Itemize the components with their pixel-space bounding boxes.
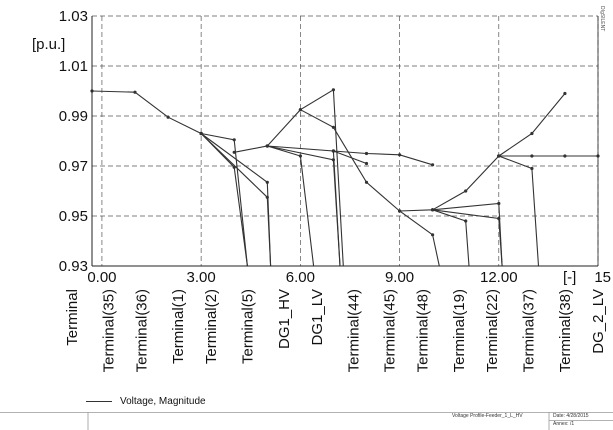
data-point bbox=[530, 131, 534, 136]
category-label: Terminal(45) bbox=[382, 289, 399, 372]
category-label: Terminal(2) bbox=[203, 289, 220, 364]
y-tick-label: 0.95 bbox=[59, 208, 88, 225]
y-axis-label: [p.u.] bbox=[32, 36, 65, 53]
data-point bbox=[464, 219, 468, 223]
data-point bbox=[265, 195, 269, 199]
data-point bbox=[331, 88, 335, 92]
data-point bbox=[364, 180, 369, 184]
y-tick-label: 0.99 bbox=[59, 108, 88, 125]
legend-line-swatch bbox=[86, 400, 112, 402]
category-label: Terminal(36) bbox=[134, 289, 151, 372]
series-line-segment bbox=[267, 145, 341, 267]
series-voltage-magnitude bbox=[90, 88, 600, 267]
data-point bbox=[563, 154, 567, 158]
data-point bbox=[563, 91, 567, 96]
x-tick-label: 15 bbox=[594, 269, 611, 286]
series-line-segment bbox=[91, 90, 202, 134]
category-label: DG_2_LV bbox=[590, 289, 607, 354]
x-axis-unit-label: [-] bbox=[563, 269, 576, 286]
category-label: Terminal(37) bbox=[521, 289, 538, 372]
series-line-segment bbox=[333, 150, 367, 165]
category-label: Terminal(22) bbox=[484, 289, 501, 372]
footer-annex: Annex: /1 bbox=[553, 421, 575, 427]
category-label: DG1_HV bbox=[276, 289, 293, 349]
x-tick-label: 12.00 bbox=[480, 269, 518, 286]
footer-date: Date: 4/28/2015 bbox=[553, 413, 589, 419]
data-point bbox=[497, 154, 501, 158]
series-line-segment bbox=[333, 150, 433, 166]
footer-frame bbox=[0, 412, 613, 430]
data-point bbox=[331, 149, 335, 153]
series-line-segment bbox=[266, 88, 344, 267]
x-tick-labels: 0.00 3.00 6.00 9.00 12.00 15 bbox=[87, 269, 611, 286]
category-label: Terminal(44) bbox=[345, 289, 362, 372]
series-line-segment bbox=[200, 132, 248, 267]
grid-lines bbox=[92, 15, 599, 267]
legend-label: Voltage, Magnitude bbox=[120, 395, 206, 407]
series-line-segment bbox=[498, 93, 566, 157]
series-line-segment bbox=[267, 145, 341, 267]
data-point bbox=[431, 233, 435, 237]
series-line-segment bbox=[234, 145, 315, 267]
data-point bbox=[431, 163, 435, 167]
data-point bbox=[298, 154, 302, 158]
data-point bbox=[265, 144, 269, 148]
data-point bbox=[398, 209, 402, 213]
data-point bbox=[331, 125, 335, 129]
y-tick-label: 0.97 bbox=[59, 158, 88, 175]
data-point bbox=[364, 161, 369, 166]
x-tick-label: 6.00 bbox=[286, 269, 315, 286]
data-point bbox=[232, 138, 236, 142]
data-point bbox=[166, 115, 170, 119]
data-point bbox=[464, 189, 468, 193]
series-line-segment bbox=[432, 155, 500, 211]
data-point bbox=[497, 216, 501, 221]
category-labels: Terminal Terminal(35) Terminal(36) Terminal… bbox=[64, 289, 607, 372]
y-tick-label: 1.01 bbox=[59, 58, 88, 75]
y-tick-labels: 0.93 0.95 0.97 0.99 1.01 1.03 bbox=[59, 8, 88, 275]
data-point bbox=[298, 108, 302, 112]
x-tick-label: 0.00 bbox=[87, 269, 116, 286]
category-label: Terminal(38) bbox=[557, 289, 574, 372]
data-point bbox=[530, 166, 534, 171]
data-point bbox=[133, 90, 137, 94]
data-point bbox=[398, 153, 402, 157]
series-line-segment bbox=[300, 109, 440, 267]
data-point bbox=[331, 158, 335, 162]
legend: Voltage, Magnitude bbox=[86, 393, 206, 409]
data-point bbox=[497, 201, 501, 206]
y-tick-label: 0.93 bbox=[59, 258, 88, 275]
plot-frame bbox=[91, 16, 599, 267]
series-line-segment bbox=[399, 209, 470, 267]
footer-title: Voltage Profile-Feeder_1_L_HV bbox=[452, 413, 523, 419]
x-tick-label: 3.00 bbox=[187, 269, 216, 286]
data-point bbox=[265, 180, 269, 184]
data-point bbox=[530, 154, 534, 158]
category-label: Terminal(5) bbox=[239, 289, 256, 364]
data-point bbox=[364, 151, 369, 156]
category-label: Terminal bbox=[64, 289, 81, 346]
category-label: Terminal(35) bbox=[101, 289, 118, 372]
y-tick-label: 1.03 bbox=[59, 8, 88, 25]
category-label: Terminal(19) bbox=[451, 289, 468, 372]
data-point bbox=[431, 208, 435, 212]
data-point bbox=[199, 131, 203, 136]
data-point bbox=[232, 150, 236, 154]
category-label: DG1_LV bbox=[309, 289, 326, 345]
category-label: Terminal(1) bbox=[170, 289, 187, 364]
corner-brand-text: DIgSILENT bbox=[599, 6, 605, 32]
x-tick-label: 9.00 bbox=[385, 269, 414, 286]
category-label: Terminal(48) bbox=[415, 289, 432, 372]
series-line-segment bbox=[498, 155, 540, 267]
